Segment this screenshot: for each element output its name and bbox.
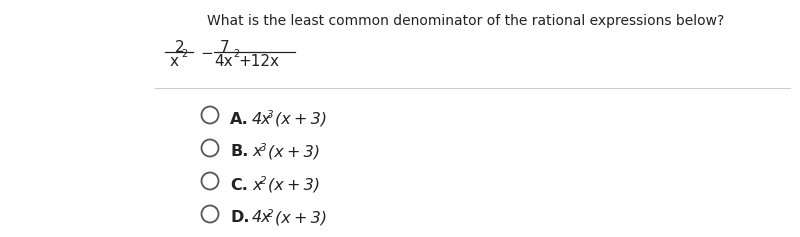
- Text: (x + 3): (x + 3): [275, 210, 327, 225]
- Text: 7: 7: [220, 40, 230, 55]
- Text: B.: B.: [230, 145, 248, 160]
- Text: x: x: [252, 145, 262, 160]
- Text: C.: C.: [230, 178, 248, 192]
- Text: 4x: 4x: [252, 111, 272, 127]
- Text: −: −: [200, 46, 213, 61]
- Text: 2: 2: [181, 49, 187, 59]
- Text: 2: 2: [259, 176, 266, 186]
- Text: 2: 2: [233, 49, 239, 59]
- Text: 3: 3: [259, 143, 266, 153]
- Text: 3: 3: [267, 110, 274, 120]
- Text: 4x: 4x: [214, 54, 233, 69]
- Text: 2: 2: [175, 40, 185, 55]
- Text: x: x: [252, 178, 262, 192]
- Text: +12x: +12x: [238, 54, 279, 69]
- Text: (x + 3): (x + 3): [267, 145, 319, 160]
- Text: 4x: 4x: [252, 210, 272, 225]
- Text: D.: D.: [230, 210, 250, 225]
- Text: (x + 3): (x + 3): [275, 111, 327, 127]
- Text: 2: 2: [267, 209, 274, 219]
- Text: A.: A.: [230, 111, 249, 127]
- Text: (x + 3): (x + 3): [267, 178, 319, 192]
- Text: What is the least common denominator of the rational expressions below?: What is the least common denominator of …: [207, 14, 724, 28]
- Text: x: x: [170, 54, 179, 69]
